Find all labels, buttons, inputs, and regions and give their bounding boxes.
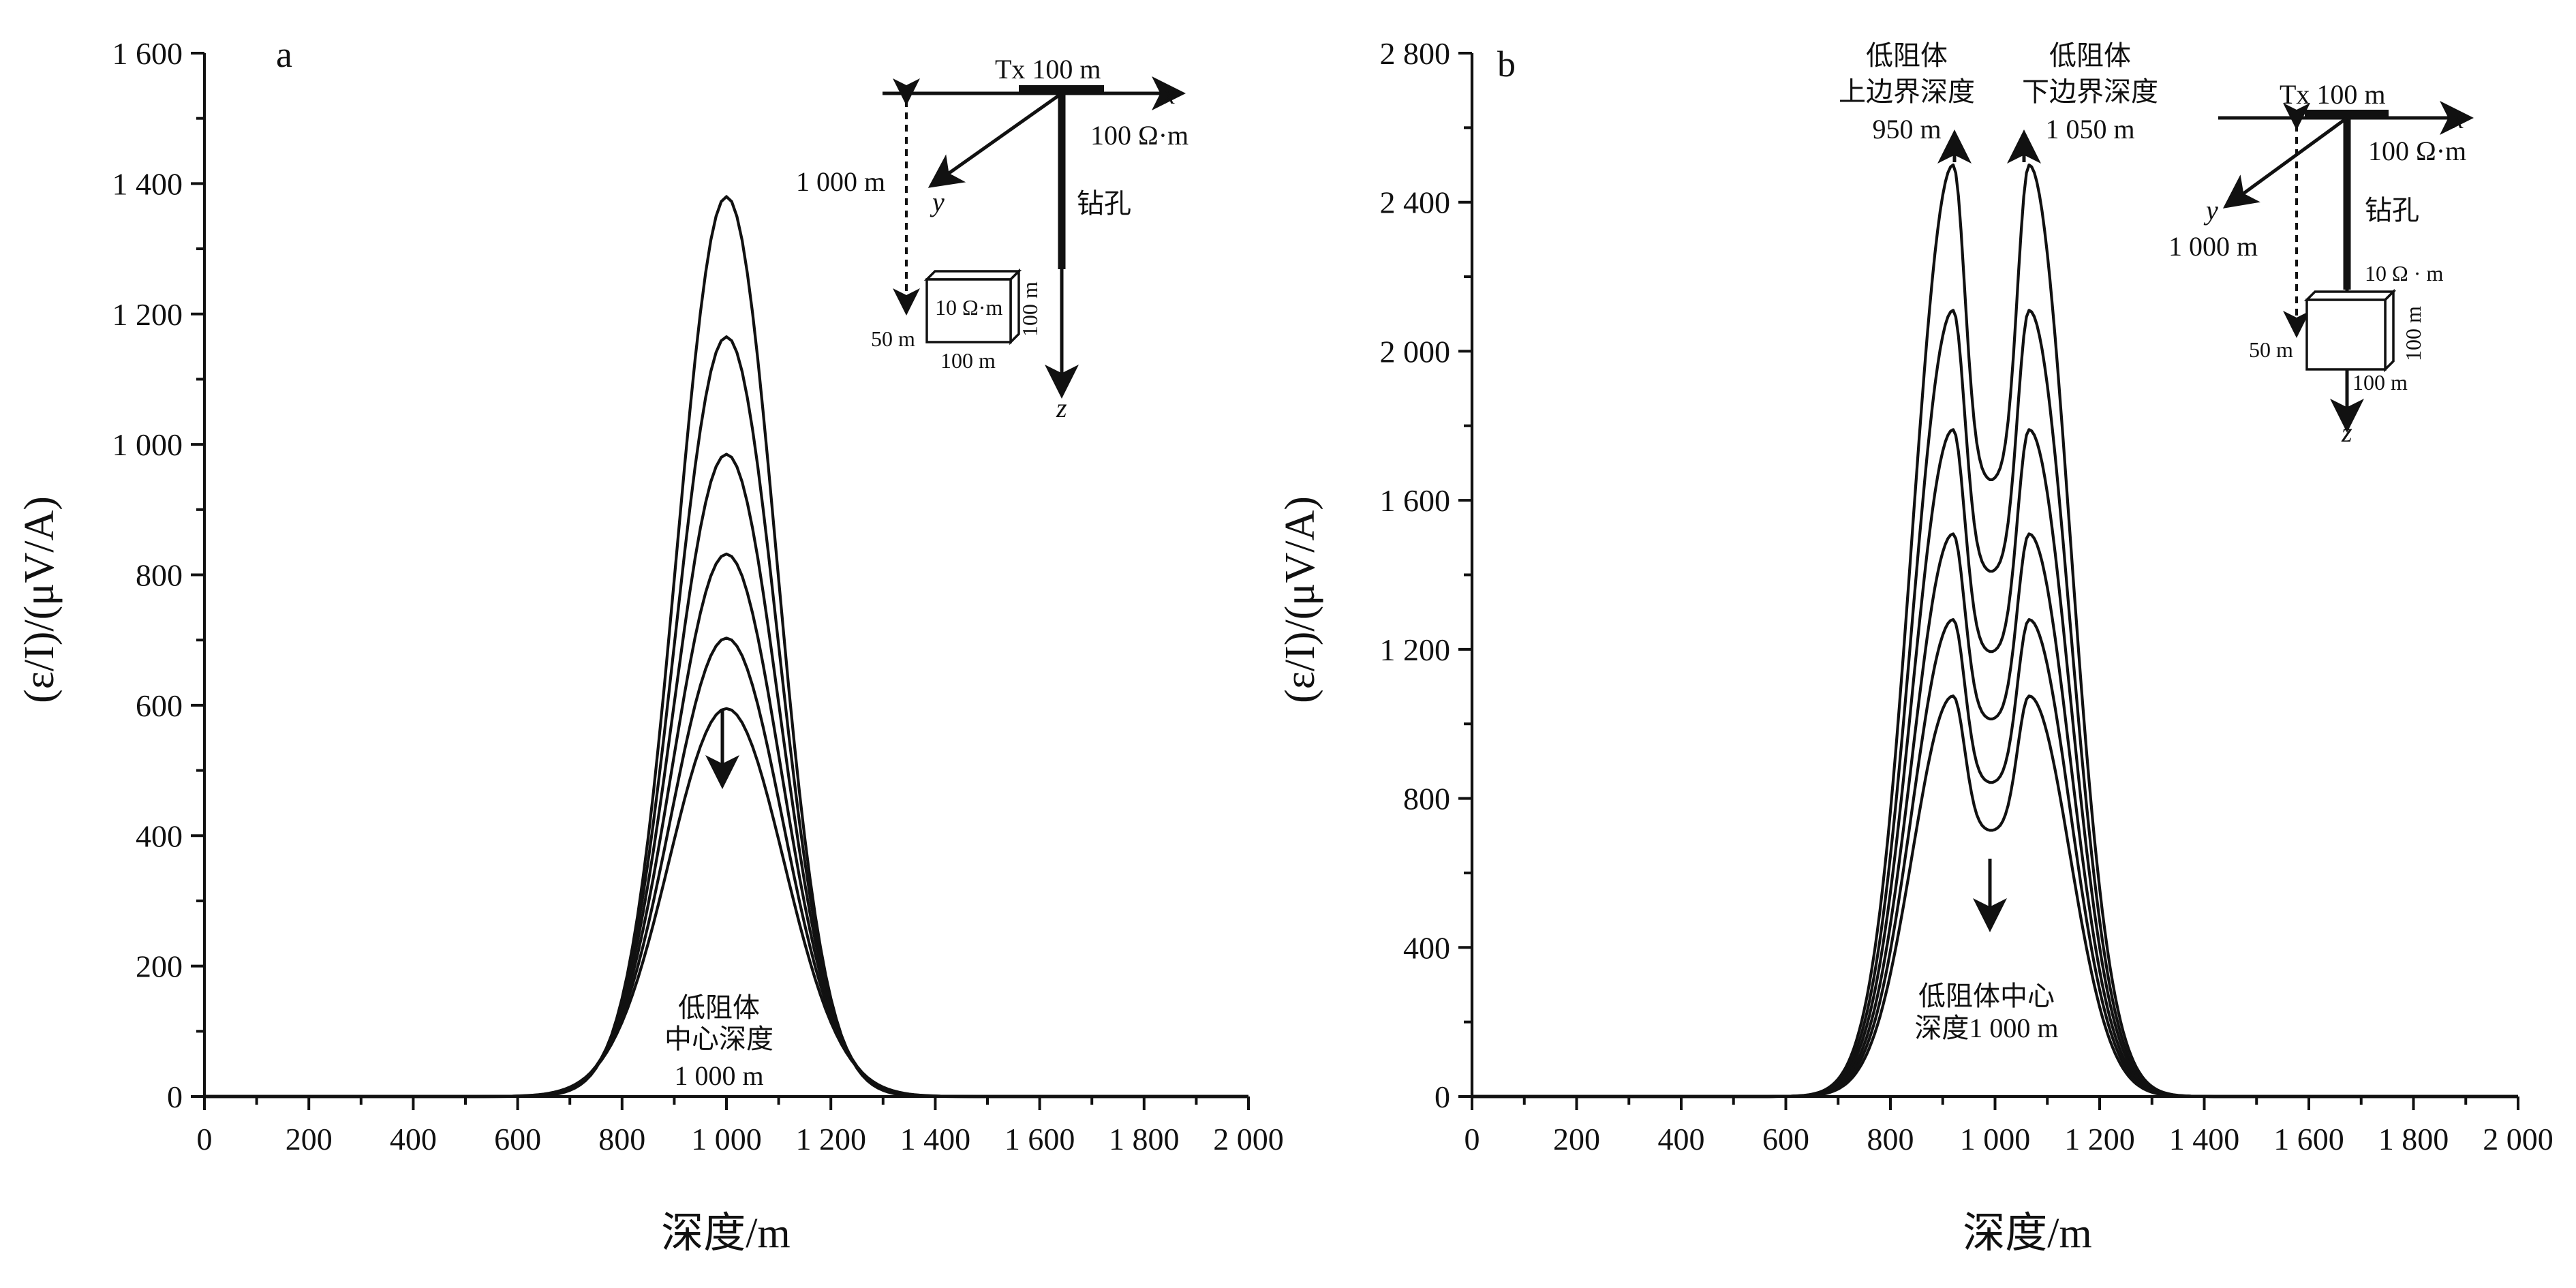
panel-b-inset-y: y	[2203, 195, 2218, 226]
panel-a-inset-depth: 1 000 m	[796, 166, 885, 197]
x-tick-label: 200	[286, 1122, 333, 1156]
x-tick-label: 0	[1465, 1122, 1480, 1156]
x-tick-label: 1 000	[1960, 1122, 2031, 1156]
y-tick-label: 2 000	[1380, 334, 1451, 369]
panel-a-inset-borehole: 钻孔	[1077, 188, 1131, 219]
x-tick-label: 1 000	[691, 1122, 762, 1156]
y-tick-label: 400	[1403, 930, 1450, 965]
y-tick-label: 0	[167, 1079, 183, 1114]
panel-b-inset-borehole: 钻孔	[2365, 195, 2419, 226]
x-tick-label: 1 600	[2273, 1122, 2344, 1156]
panel-b-inset-height: 100 m	[2401, 306, 2425, 361]
x-tick-label: 1 400	[2169, 1122, 2240, 1156]
panel-a-curves	[204, 195, 1248, 1099]
x-tick-label: 1 200	[2064, 1122, 2135, 1156]
panel-b-series-2	[1472, 309, 2518, 1099]
x-tick-label: 600	[1762, 1122, 1809, 1156]
panel-a-series-1	[204, 195, 1248, 1099]
panel-b-lower-label-3: 1 050 m	[2045, 114, 2134, 144]
panel-a-inset-body-res: 10 Ω·m	[935, 295, 1002, 320]
panel-b-ylabel: (ε/I)/(μV/A)	[1277, 496, 1323, 703]
panel-a-inset-length: 100 m	[940, 348, 996, 373]
panel-a-inset-y: y	[930, 187, 945, 217]
panel-b-inset-schematic: Tx 100 m x 100 Ω·m 钻孔 y 1 000 m z 10 Ω ·…	[2168, 79, 2474, 448]
panel-b-chart: b 0 200 400 600 800 1 000 1 200 1 400 1 600 1 800…	[1277, 36, 2554, 1257]
y-tick-label: 1 200	[1380, 632, 1451, 667]
panel-a-center-label-2: 中心深度	[664, 1024, 773, 1054]
x-tick-label: 400	[1658, 1122, 1705, 1156]
panel-b-center-label-2: 深度1 000 m	[1914, 1013, 2058, 1043]
panel-a-inset-z: z	[1056, 393, 1067, 423]
x-tick-label: 800	[598, 1122, 645, 1156]
panel-a-xlabel: 深度/m	[661, 1210, 790, 1257]
panel-a-inset-schematic: Tx 100 m x 100 Ω·m 钻孔 y 1 000 m z 10 Ω·m…	[796, 54, 1189, 423]
panel-a-ylabel: (ε/I)/(μV/A)	[16, 496, 63, 703]
x-tick-label: 1 600	[1005, 1122, 1075, 1156]
panel-b-series-6	[1472, 694, 2518, 1099]
panel-b-lower-label-2: 下边界深度	[2022, 76, 2158, 107]
panel-b-upper-label-3: 950 m	[1872, 114, 1941, 144]
panel-a-inset-x: x	[1163, 79, 1176, 110]
panel-b-inset-body-res: 10 Ω · m	[2365, 261, 2443, 286]
panel-b-inset-side: 50 m	[2249, 337, 2293, 362]
panel-a-axes: 0 200 400 600 800 1 000 1 200 1 400 1 600 1 800 2 …	[112, 36, 1284, 1156]
panel-b-lower-label-1: 低阻体	[2049, 40, 2131, 71]
x-tick-label: 1 400	[900, 1122, 971, 1156]
panel-b-inset-block	[2303, 288, 2397, 373]
y-tick-label: 1 600	[1380, 483, 1451, 518]
panel-b-inset-host-res: 100 Ω·m	[2368, 136, 2466, 166]
y-tick-label: 2 400	[1380, 185, 1451, 220]
y-tick-label: 2 800	[1380, 36, 1451, 71]
panel-a-label: a	[276, 34, 292, 75]
y-tick-label: 1 200	[112, 297, 183, 332]
panel-a-chart: a 0 200 400 600 800 1 000 1 200 1 400 1 600 1 800…	[16, 34, 1284, 1257]
panel-a-center-label-3: 1 000 m	[674, 1060, 763, 1091]
panel-a-inset-tx: Tx 100 m	[995, 54, 1101, 85]
panel-b-center-label-1: 低阻体中心	[1918, 981, 2055, 1011]
panel-b-inset-z: z	[2341, 417, 2352, 448]
y-tick-label: 200	[136, 949, 183, 984]
x-tick-label: 400	[390, 1122, 437, 1156]
panel-a-inset-block	[923, 268, 1022, 346]
x-tick-label: 200	[1553, 1122, 1600, 1156]
y-tick-label: 800	[1403, 782, 1450, 816]
panel-b-label: b	[1497, 44, 1516, 85]
panel-a-inset-host-res: 100 Ω·m	[1090, 120, 1189, 151]
panel-b-inset-tx: Tx 100 m	[2280, 79, 2386, 110]
x-tick-label: 2 000	[2483, 1122, 2554, 1156]
panel-b-xlabel: 深度/m	[1963, 1210, 2091, 1257]
panel-b-inset-length: 100 m	[2352, 370, 2408, 395]
x-tick-label: 0	[197, 1122, 213, 1156]
y-tick-label: 600	[136, 688, 183, 723]
x-tick-label: 1 800	[2378, 1122, 2449, 1156]
y-tick-label: 400	[136, 818, 183, 853]
x-tick-label: 600	[494, 1122, 541, 1156]
panel-a-series-6	[204, 707, 1248, 1099]
panel-a-inset-side: 50 m	[871, 326, 915, 351]
panel-b-upper-label-2: 上边界深度	[1839, 76, 1975, 107]
panel-b-inset-x: x	[2451, 104, 2464, 134]
y-tick-label: 800	[136, 558, 183, 593]
panel-a-inset-height: 100 m	[1017, 281, 1042, 337]
panel-b-upper-label-1: 低阻体	[1866, 40, 1948, 71]
y-tick-label: 1 400	[112, 166, 183, 201]
y-tick-label: 0	[1435, 1079, 1450, 1114]
x-tick-label: 800	[1867, 1122, 1914, 1156]
panel-b-curves	[1472, 163, 2518, 1099]
panel-b-inset-depth: 1 000 m	[2168, 231, 2258, 262]
panel-b-axes: 0 200 400 600 800 1 000 1 200 1 400 1 600 1 800 2 …	[1380, 36, 2554, 1156]
y-tick-label: 1 600	[112, 36, 183, 71]
panel-a-series-2	[204, 335, 1248, 1099]
x-tick-label: 1 200	[795, 1122, 866, 1156]
x-tick-label: 2 000	[1213, 1122, 1284, 1156]
x-tick-label: 1 800	[1109, 1122, 1180, 1156]
panel-a-center-label-1: 低阻体	[678, 992, 760, 1023]
y-tick-label: 1 000	[112, 427, 183, 462]
